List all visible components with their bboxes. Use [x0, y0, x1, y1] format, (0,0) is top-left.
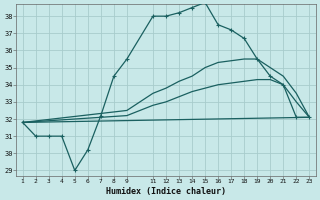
X-axis label: Humidex (Indice chaleur): Humidex (Indice chaleur)	[106, 187, 226, 196]
